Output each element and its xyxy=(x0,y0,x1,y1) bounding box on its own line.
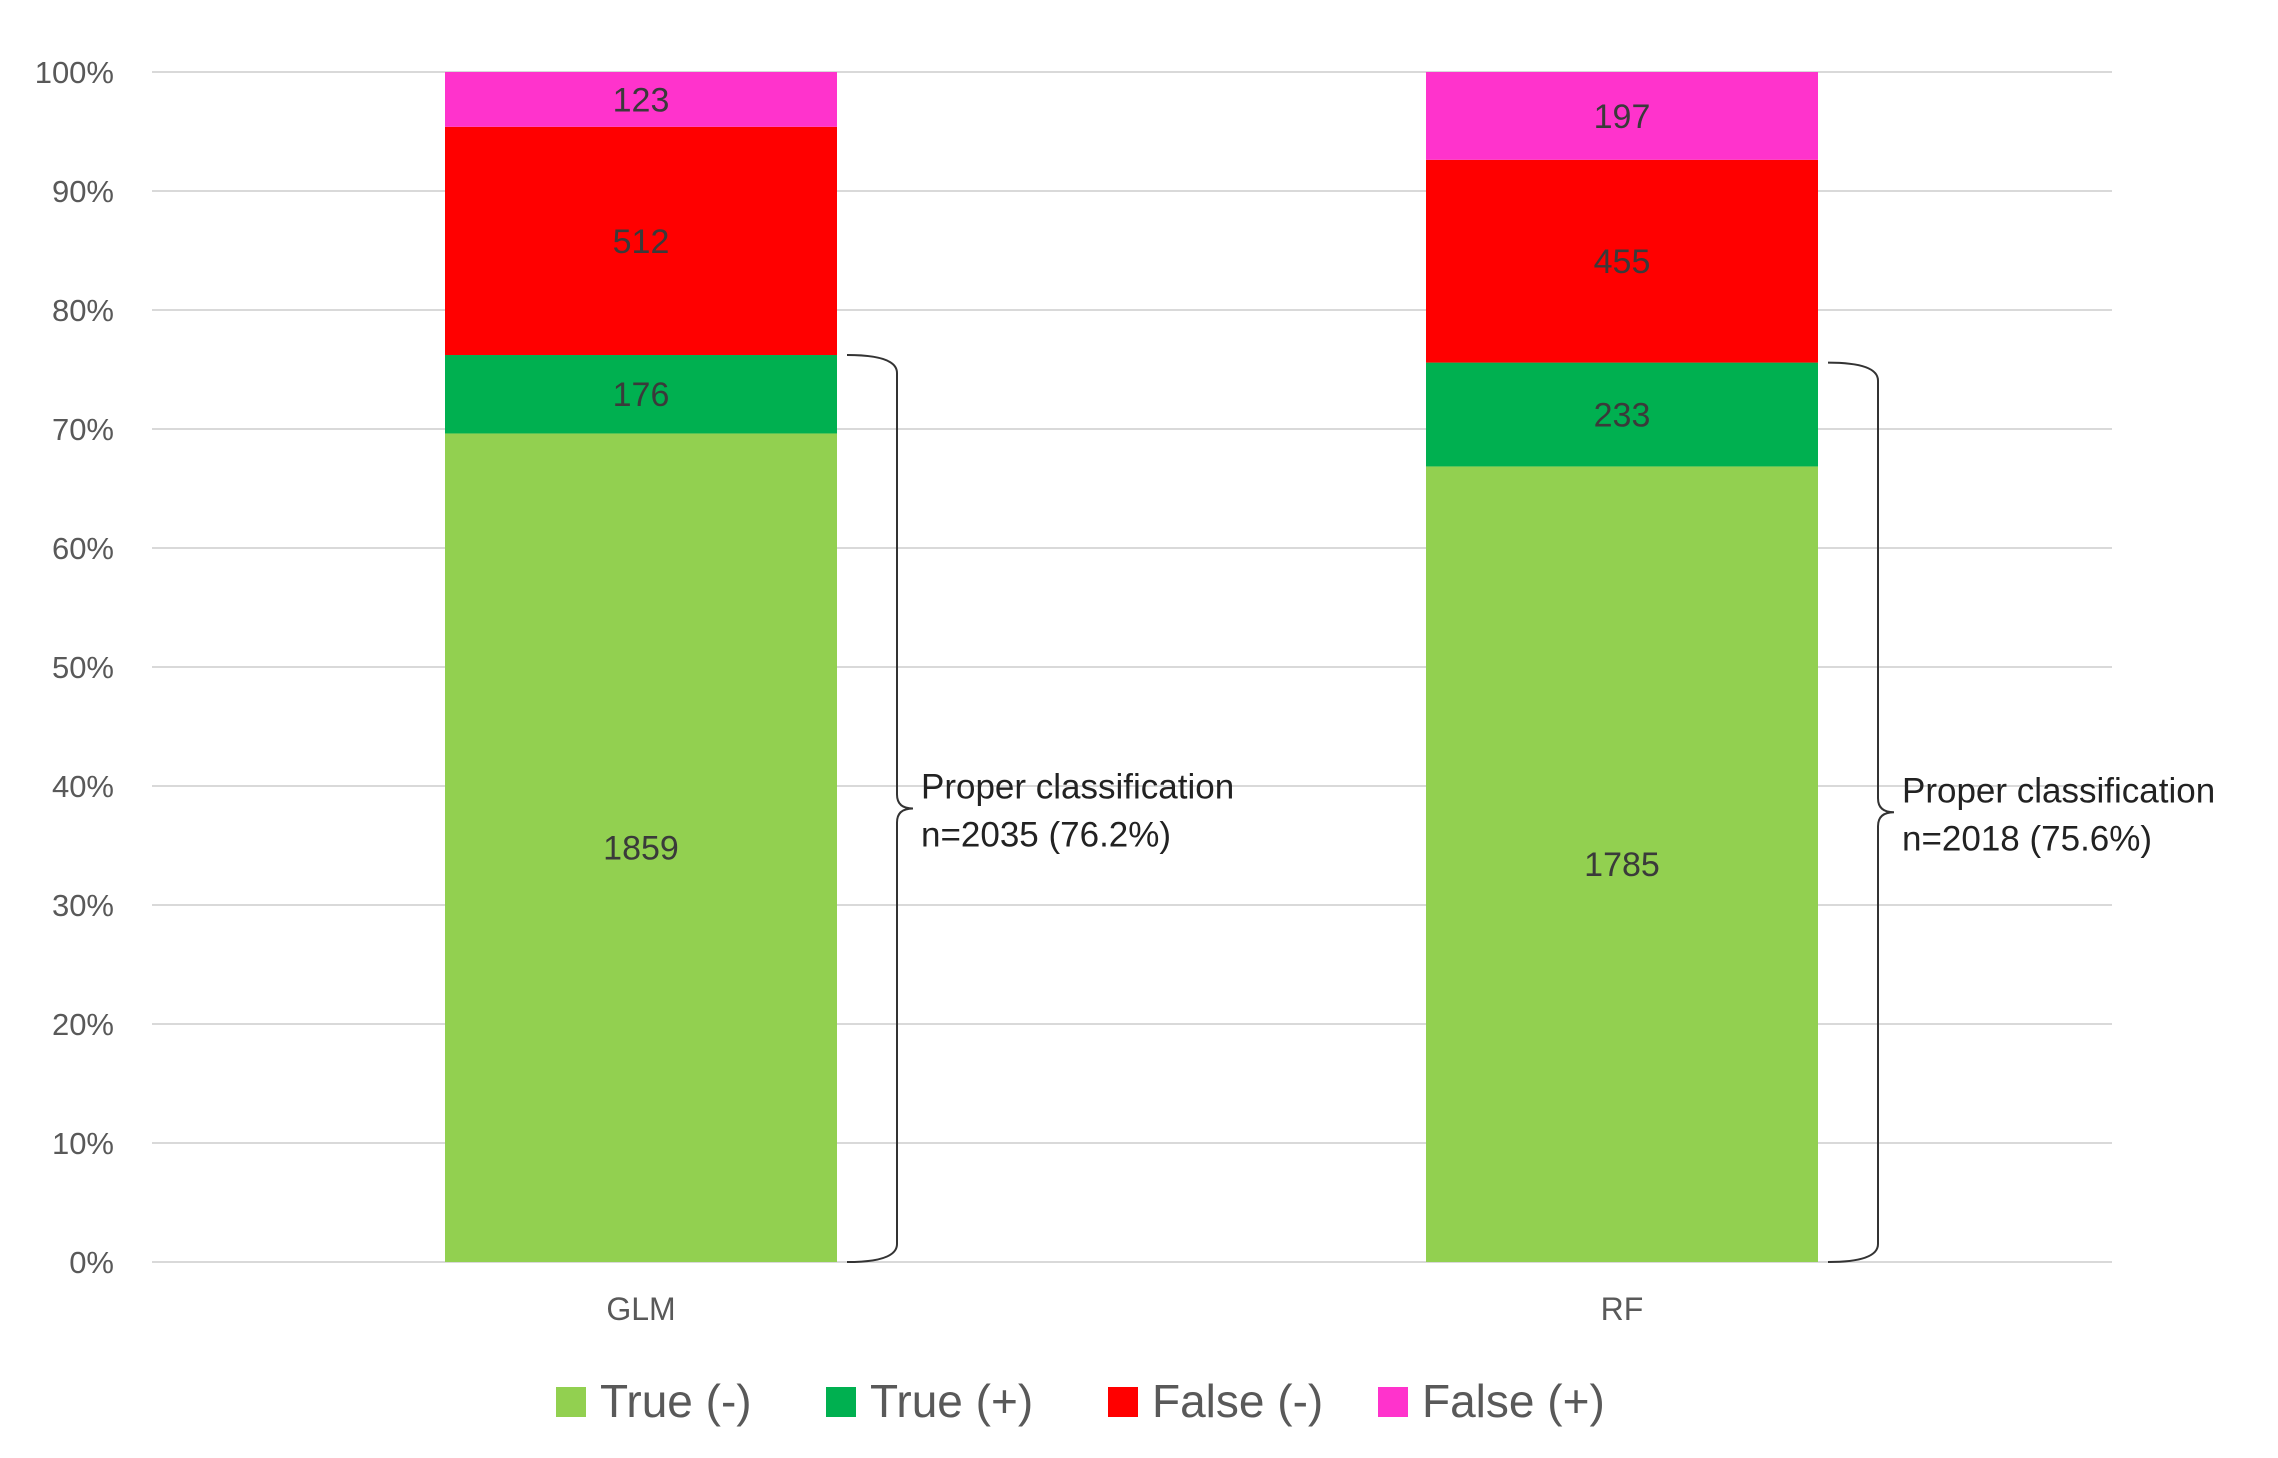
data-label: 233 xyxy=(1594,397,1651,435)
x-tick-label: GLM xyxy=(606,1291,675,1327)
bars: 1859 176 512 123 1785 233 455 197 xyxy=(445,72,1818,1263)
y-tick-label: 50% xyxy=(52,650,114,685)
annotation-line1: Proper classification xyxy=(921,768,1234,807)
y-tick-label: 70% xyxy=(52,412,114,447)
bar-segment xyxy=(445,72,837,127)
y-tick-label: 30% xyxy=(52,888,114,923)
bar-segment xyxy=(1426,72,1818,160)
bar-segment xyxy=(1426,466,1818,1262)
legend-label: False (-) xyxy=(1152,1375,1323,1427)
y-tick-label: 40% xyxy=(52,769,114,804)
y-tick-label: 100% xyxy=(35,55,114,90)
y-tick-label: 90% xyxy=(52,174,114,209)
annotation-line1: Proper classification xyxy=(1902,771,2215,810)
legend-label: True (-) xyxy=(600,1375,752,1427)
data-label: 197 xyxy=(1594,98,1651,136)
bar-segment xyxy=(445,433,837,1263)
annotation-line2: n=2035 (76.2%) xyxy=(921,816,1171,855)
y-tick-label: 0% xyxy=(69,1245,114,1280)
bar-segment xyxy=(1426,362,1818,467)
bar-segment xyxy=(445,126,837,356)
annotation-line2: n=2018 (75.6%) xyxy=(1902,819,2152,858)
legend-label: False (+) xyxy=(1422,1375,1605,1427)
y-axis-ticks: 0% 10% 20% 30% 40% 50% 60% 70% 80% 90% 100% xyxy=(35,55,114,1280)
data-label: 176 xyxy=(613,376,670,414)
y-tick-label: 10% xyxy=(52,1126,114,1161)
bar-segment xyxy=(1426,159,1818,363)
legend-swatch xyxy=(556,1387,586,1417)
x-tick-label: RF xyxy=(1601,1291,1644,1327)
y-tick-label: 80% xyxy=(52,293,114,328)
data-label: 1785 xyxy=(1584,846,1660,884)
data-label: 455 xyxy=(1594,243,1651,281)
data-label: 1859 xyxy=(603,830,679,868)
annotations: Proper classification n=2035 (76.2%) Prope… xyxy=(846,354,2215,1263)
x-axis-labels: GLM RF xyxy=(606,1291,1643,1327)
y-tick-label: 60% xyxy=(52,531,114,566)
brace xyxy=(846,354,914,1263)
legend-swatch xyxy=(1108,1387,1138,1417)
legend-label: True (+) xyxy=(870,1375,1033,1427)
bar-segment xyxy=(445,355,837,434)
brace xyxy=(1827,361,1895,1263)
legend: True (-) True (+) False (-) False (+) xyxy=(556,1375,1605,1427)
legend-swatch xyxy=(826,1387,856,1417)
data-label: 123 xyxy=(613,81,670,119)
y-tick-label: 20% xyxy=(52,1007,114,1042)
legend-swatch xyxy=(1378,1387,1408,1417)
data-label: 512 xyxy=(613,223,670,261)
